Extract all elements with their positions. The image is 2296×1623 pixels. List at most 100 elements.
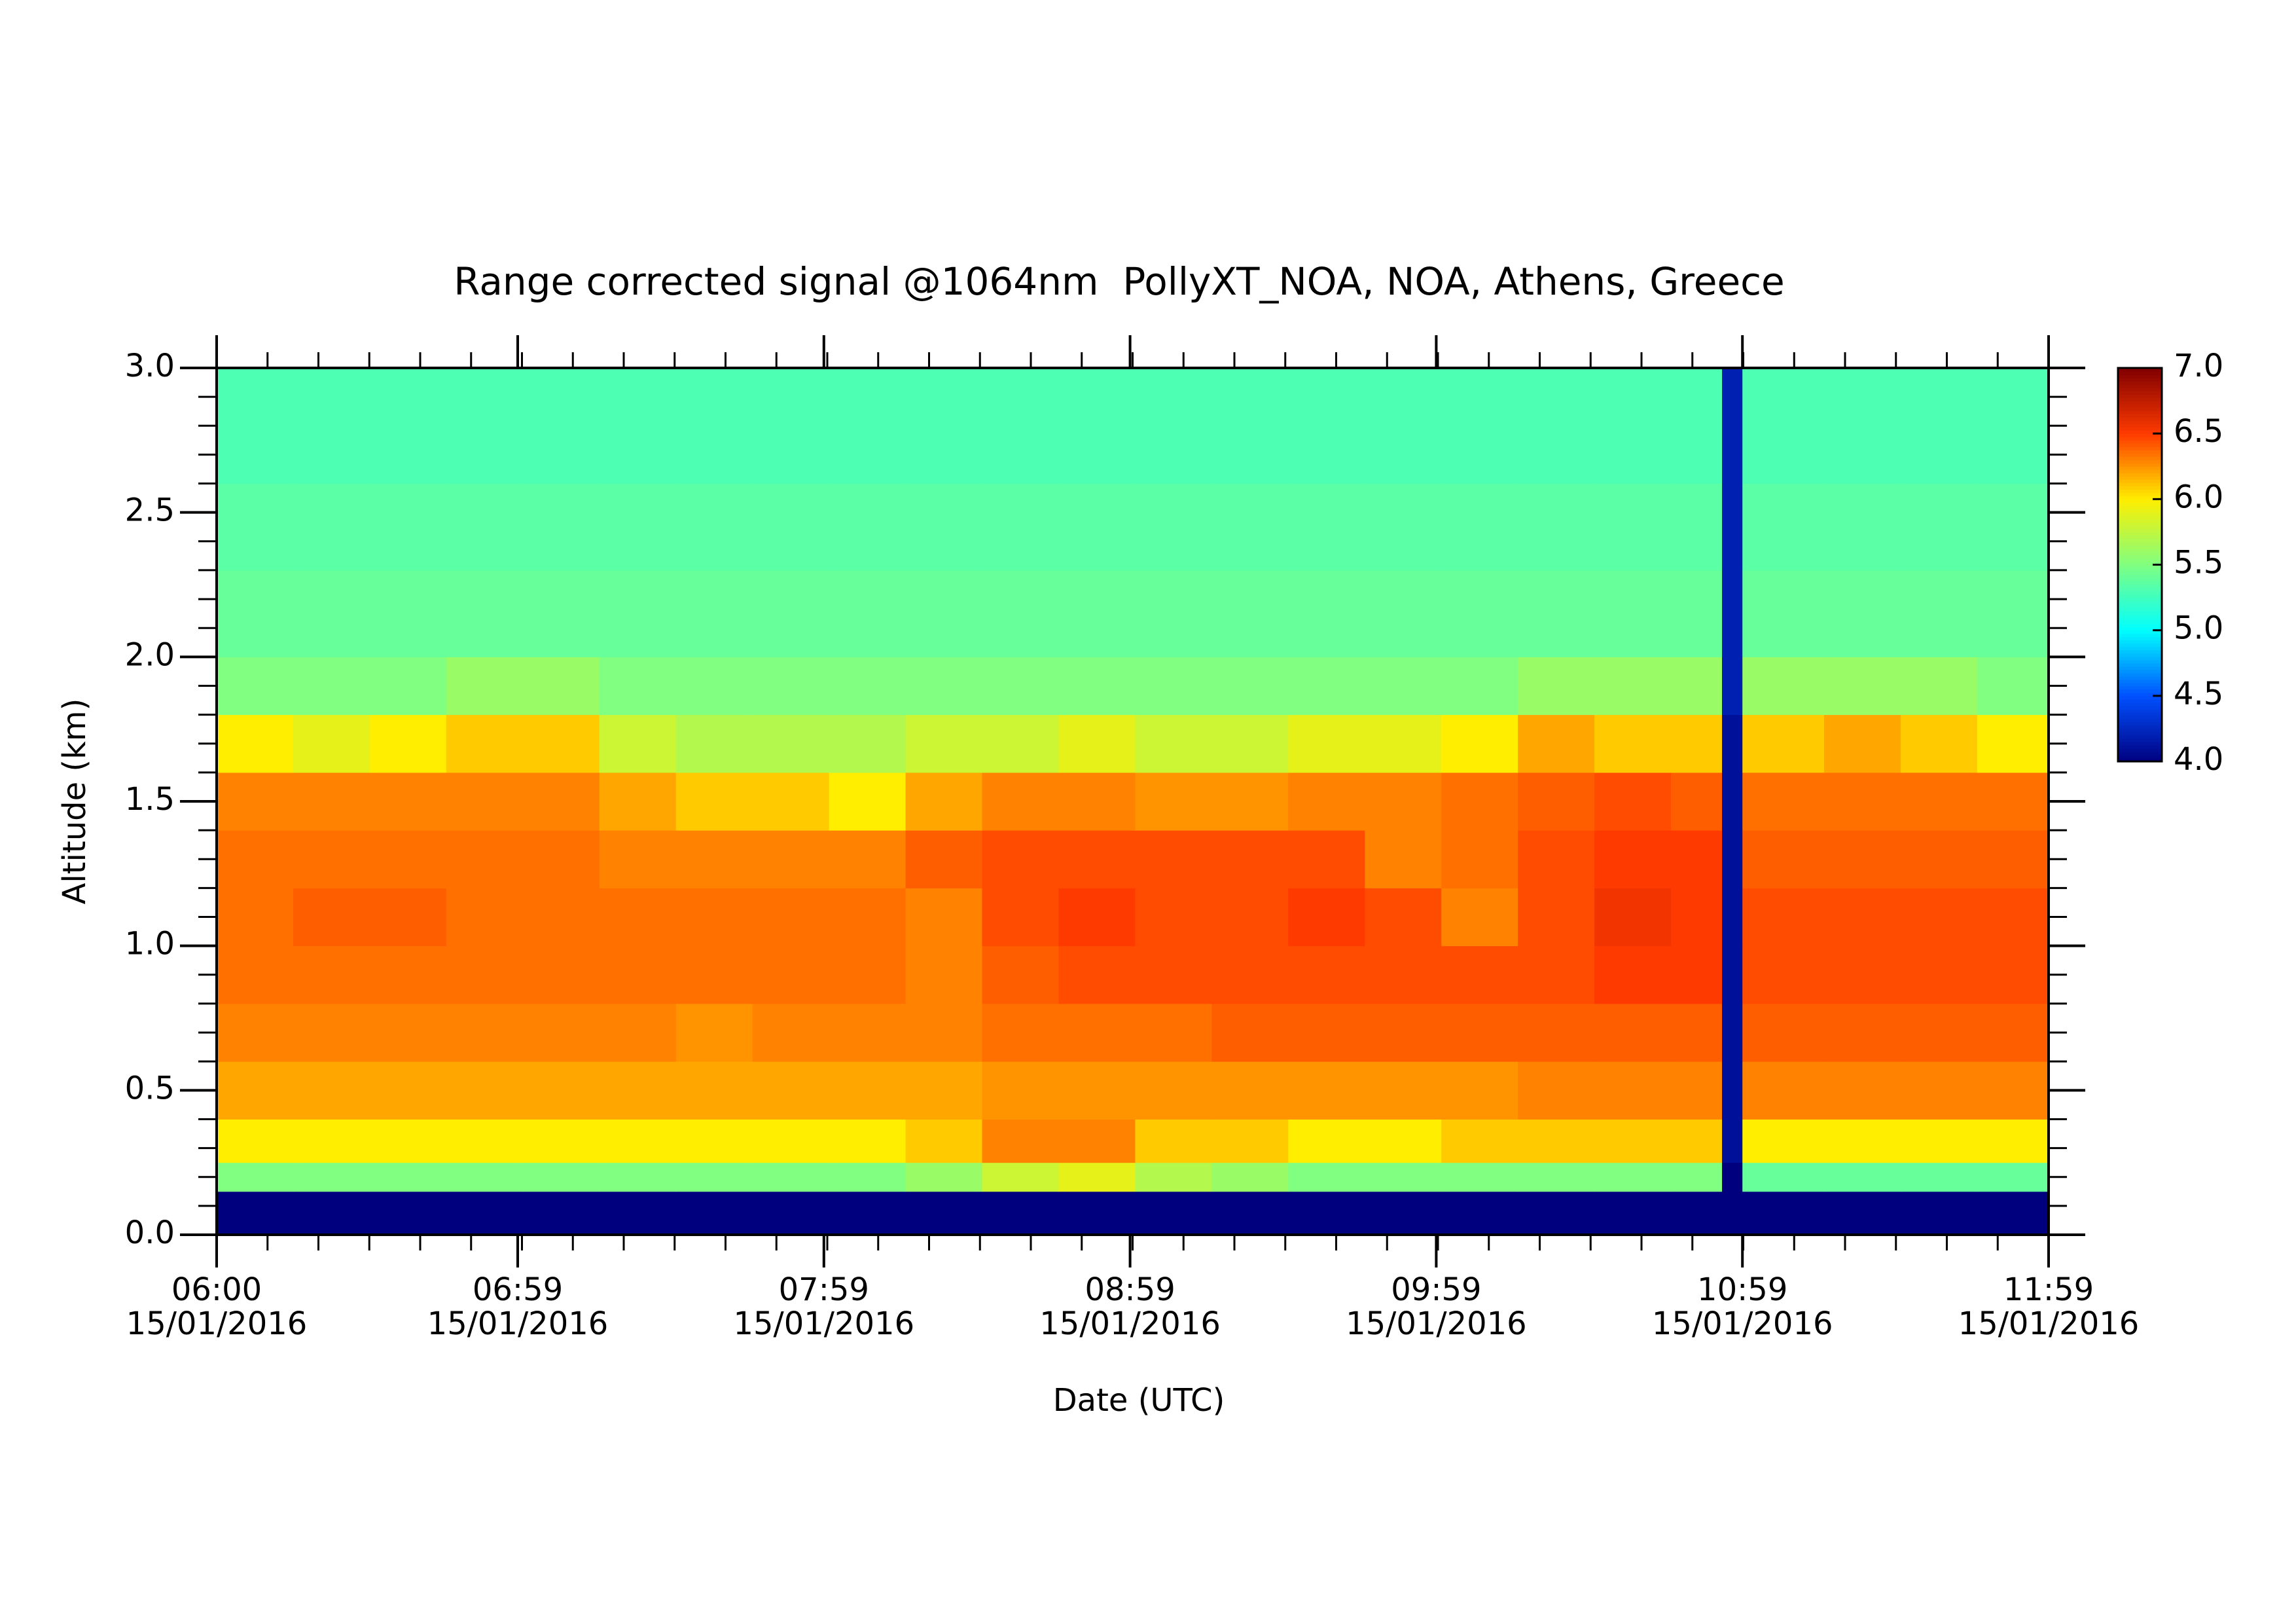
heat-cell [522,772,600,831]
heat-cell [752,1119,830,1163]
heat-cell [1211,368,1289,484]
colorbar-segment [2118,447,2162,450]
heat-cell [1365,657,1442,716]
heat-cell [675,888,753,947]
colorbar-segment [2118,505,2162,509]
heat-cell [1900,570,1978,657]
heat-cell [1058,1061,1136,1120]
colorbar-tick-label: 5.5 [2174,545,2223,581]
heat-cell [1977,1119,2049,1163]
heat-cell [829,830,906,888]
heat-cell [1365,772,1442,831]
heat-cell [1722,1191,1743,1235]
heat-cell [1441,1061,1518,1120]
heat-cell [1671,1061,1723,1120]
colorbar-segment [2118,656,2162,661]
heat-cell [1441,945,1518,1004]
heat-cell [1977,1061,2049,1120]
heat-cell [675,1061,753,1120]
colorbar-segment [2118,401,2162,405]
heat-cell [1058,657,1136,716]
heat-cell [1365,483,1442,571]
colorbar-segment [2118,748,2162,752]
heat-cell [982,714,1059,773]
heat-cell [1722,945,1743,1004]
heat-cell [599,483,677,571]
colorbar-segment [2118,574,2162,579]
colorbar-segment [2118,568,2162,572]
heat-cell [446,1191,524,1235]
colorbar-segment [2118,443,2162,447]
heat-cell [1594,570,1672,657]
heat-cell [1900,945,1978,1004]
heat-cell [217,657,294,716]
heat-cell [599,772,677,831]
heat-cell [446,888,524,947]
heat-cell [982,1061,1059,1120]
heat-cell [1671,945,1723,1004]
heat-cell [293,1061,370,1120]
heat-cell [1288,1119,1365,1163]
colorbar-segment [2118,617,2162,621]
heat-cell [1211,888,1289,947]
heat-cell [1288,772,1365,831]
colorbar-segment [2118,640,2162,644]
chart-title: Range corrected signal @1064nm PollyXT_N… [454,259,1784,304]
heat-cell [599,830,677,888]
heat-cell [446,714,524,773]
heat-cell [1211,1119,1289,1163]
colorbar-segment [2118,384,2162,388]
heat-cell [446,830,524,888]
colorbar-segment [2118,381,2162,385]
colorbar-tick-label: 6.0 [2174,479,2223,515]
heat-cell [905,888,982,947]
heat-cell [599,657,677,716]
heat-cell [1518,1191,1595,1235]
colorbar-segment [2118,368,2162,372]
heat-cell [369,483,447,571]
heat-cell [1288,570,1365,657]
colorbar-segment [2118,659,2162,664]
heat-cell [599,1162,677,1192]
heat-cell [599,1119,677,1163]
heat-cell [446,772,524,831]
heat-cell [1742,1191,1825,1235]
heat-cell [752,570,830,657]
colorbar-segment [2118,450,2162,454]
heat-cell [905,772,982,831]
colorbar-segment [2118,417,2162,421]
heat-cell [829,945,906,1004]
colorbar-segment [2118,410,2162,414]
heat-cell [369,1061,447,1120]
heat-cell [1900,1162,1978,1192]
y-tick-label: 1.5 [125,781,175,818]
heat-cell [1135,657,1212,716]
colorbar-segment [2118,695,2162,700]
heat-cell [1058,714,1136,773]
heat-cell [1823,570,1901,657]
colorbar-segment [2118,757,2162,762]
heat-cell [522,483,600,571]
colorbar-segment [2118,561,2162,566]
x-tick-label: 10:59 15/01/2016 [1652,1271,1833,1342]
heat-cell [982,888,1059,947]
heat-cell [1671,483,1723,571]
colorbar-segment [2118,469,2162,473]
heat-cell [293,368,370,484]
heat-cell [1823,1003,1901,1062]
heat-cell [1211,570,1289,657]
heat-cell [1211,1003,1289,1062]
colorbar-segment [2118,708,2162,713]
colorbar-segment [2118,613,2162,618]
colorbar-segment [2118,388,2162,392]
heat-cell [675,1191,753,1235]
heat-cell [752,483,830,571]
x-tick-label: 11:59 15/01/2016 [1958,1271,2140,1342]
heat-cell [905,368,982,484]
colorbar-tick-label: 7.0 [2174,348,2223,384]
colorbar-segment [2118,522,2162,526]
heat-cell [369,657,447,716]
heat-cell [1518,368,1595,484]
colorbar-segment [2118,424,2162,428]
